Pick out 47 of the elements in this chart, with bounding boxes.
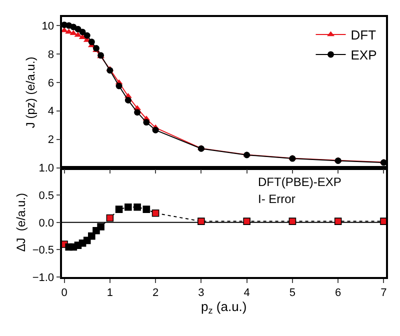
point: [88, 232, 96, 240]
point: [116, 82, 122, 90]
x-tick-label: 4: [244, 286, 250, 299]
legend-label: EXP: [350, 48, 377, 63]
point: [84, 32, 90, 39]
y-axis-title: ΔJ (e/a.u.): [14, 193, 28, 252]
point: [243, 218, 250, 225]
legend-label: DFT: [350, 28, 376, 43]
point: [106, 67, 114, 74]
point: [124, 96, 132, 104]
point: [142, 206, 150, 213]
point: [288, 218, 296, 225]
y-tick-label: −0.5: [32, 244, 54, 257]
y-tick-label: 2: [48, 134, 54, 146]
y-tick-label: 0.0: [38, 217, 54, 230]
x-tick-label: 1: [106, 286, 113, 299]
y-tick-label: 8: [48, 48, 54, 61]
y-tick-label: 4: [48, 106, 54, 118]
point: [334, 218, 342, 225]
point: [124, 203, 132, 211]
x-tick-label: 5: [289, 286, 296, 299]
point: [152, 209, 160, 217]
point: [134, 109, 141, 116]
annotation: DFT(PBE)-EXP: [258, 175, 342, 189]
point: [198, 218, 205, 225]
y-tick-label: 1.0: [38, 162, 54, 175]
point: [74, 26, 82, 32]
x-axis-title: p$_{z}$ (a.u.): [201, 299, 247, 316]
x-tick-label: 7: [380, 286, 387, 299]
point: [79, 28, 86, 36]
point: [152, 126, 159, 134]
y-tick-label: 0.5: [38, 190, 54, 202]
y-tick-label: 6: [48, 77, 54, 90]
point: [88, 38, 95, 46]
x-tick-label: 2: [152, 286, 159, 299]
y-axis-title: J (pz) (e/a.u.): [24, 56, 38, 128]
x-tick-label: 6: [335, 286, 342, 299]
point: [106, 214, 114, 222]
point: [143, 119, 150, 126]
point: [115, 206, 123, 213]
point: [134, 203, 141, 211]
point: [97, 223, 104, 230]
x-tick-label: 0: [61, 286, 68, 299]
y-tick-label: 10: [42, 20, 54, 32]
y-tick-label: −1.0: [32, 272, 54, 284]
annotation: I- Error: [258, 192, 296, 206]
x-tick-label: 3: [198, 286, 204, 299]
